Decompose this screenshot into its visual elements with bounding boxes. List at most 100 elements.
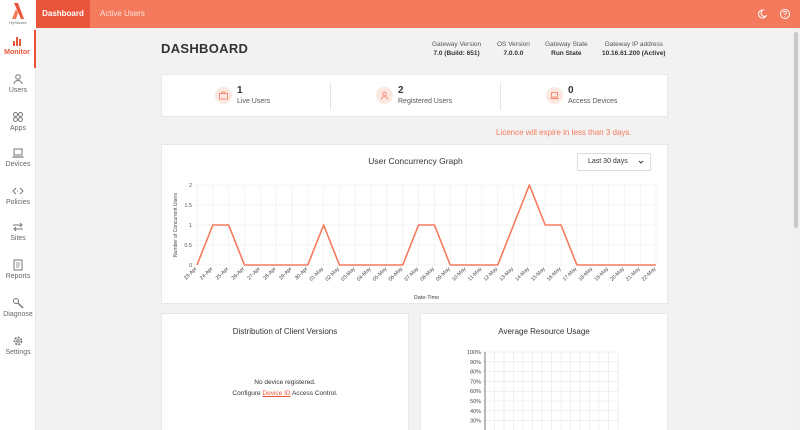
laptop-icon — [12, 148, 24, 158]
y-tick-label: 80% — [470, 370, 481, 376]
y-axis-label: Number of Concurrent Users — [173, 193, 179, 257]
y-tick-label: 1 — [189, 223, 192, 229]
gateway-version: Gateway Version 7.0 (Build: 651) — [432, 41, 481, 57]
stat-access-devices[interactable]: 0 Access Devices — [546, 84, 706, 110]
tab-dashboard[interactable]: Dashboard — [36, 0, 90, 28]
stat-live-users[interactable]: 1 Live Users — [215, 84, 375, 110]
sidebar-item-label: Monitor — [4, 49, 30, 56]
stat-registered-users[interactable]: 2 Registered Users — [376, 84, 536, 110]
swap-icon — [13, 222, 23, 232]
report-icon — [13, 259, 23, 271]
y-tick-label: 40% — [470, 409, 481, 415]
y-tick-label: 1.5 — [184, 203, 192, 209]
device-id-link[interactable]: Device ID — [262, 390, 291, 397]
x-tick-label: 04-May — [356, 266, 373, 283]
sidebar: HySecure Monitor Users Apps Devices Poli… — [0, 0, 36, 430]
stat-label: Live Users — [237, 98, 271, 105]
sidebar-item-apps[interactable]: Apps — [0, 106, 36, 144]
tab-active-users[interactable]: Active Users — [100, 9, 145, 18]
brand-logo[interactable]: HySecure — [0, 0, 36, 28]
brand-name: HySecure — [9, 20, 27, 25]
date-range-select[interactable]: Last 30 days — [577, 153, 651, 171]
sidebar-item-diagnose[interactable]: Diagnose — [0, 292, 36, 330]
sidebar-item-devices[interactable]: Devices — [0, 142, 36, 180]
x-tick-label: 26-Apr — [231, 266, 246, 281]
client-versions-title: Distribution of Client Versions — [232, 327, 338, 336]
x-tick-label: 17-May — [562, 266, 579, 283]
resource-usage-title: Average Resource Usage — [498, 327, 590, 336]
concurrency-graph-card: User Concurrency Graph Last 30 days 0 0.5… — [161, 144, 668, 304]
gateway-ip-label: Gateway IP address — [604, 41, 664, 48]
sidebar-item-policies[interactable]: Policies — [0, 180, 36, 218]
stat-value: 2 — [398, 85, 404, 96]
stats-card: 1 Live Users 2 Registered Users 0 Access… — [161, 74, 668, 117]
x-tick-label: 08-May — [419, 266, 436, 283]
x-tick-label: 22-May — [641, 266, 658, 283]
y-tick-label: 2 — [189, 183, 192, 189]
x-tick-label: 14-May — [514, 266, 531, 283]
x-tick-label: 07-May — [404, 266, 421, 283]
sidebar-item-sites[interactable]: Sites — [0, 216, 36, 254]
sidebar-item-reports[interactable]: Reports — [0, 254, 36, 292]
y-tick-label: 0 — [189, 263, 192, 269]
gateway-ip-value: 10.16.61.200 (Active) — [602, 50, 666, 57]
sidebar-item-label: Diagnose — [3, 311, 33, 318]
x-tick-label: 06-May — [388, 266, 405, 283]
x-axis-label: Date-Time — [414, 295, 439, 301]
gateway-version-value: 7.0 (Build: 651) — [433, 50, 480, 57]
page-scrollbar[interactable] — [792, 28, 800, 430]
divider — [500, 83, 501, 110]
resource-chart: 100% 90% 80% 70% 60% 50% 40% 30% — [467, 350, 619, 430]
y-tick-label: 90% — [470, 360, 481, 366]
scrollbar-thumb[interactable] — [794, 32, 798, 228]
user-icon — [13, 74, 23, 85]
no-device-message: No device registered. Configure Device I… — [162, 377, 408, 399]
x-tick-label: 24-Apr — [199, 266, 214, 281]
stat-label: Registered Users — [398, 98, 453, 105]
stat-value: 1 — [237, 85, 243, 96]
x-tick-label: 02-May — [324, 266, 341, 283]
moon-icon[interactable] — [755, 7, 769, 21]
y-tick-label: 70% — [470, 379, 481, 385]
sidebar-item-monitor[interactable]: Monitor — [0, 30, 36, 68]
x-tick-label: 01-May — [309, 266, 326, 283]
x-tick-label: 23-Apr — [183, 266, 198, 281]
chevron-down-icon — [638, 154, 644, 177]
stat-label: Access Devices — [568, 98, 618, 105]
hysecure-logo-icon — [12, 3, 24, 19]
gateway-state: Gateway State Run State — [545, 41, 588, 57]
stat-value: 0 — [568, 85, 574, 96]
y-tick-label: 100% — [467, 350, 481, 356]
sidebar-item-users[interactable]: Users — [0, 68, 36, 106]
x-tick-label: 21-May — [625, 266, 642, 283]
series-line — [196, 184, 656, 266]
divider — [330, 83, 331, 110]
sidebar-item-settings[interactable]: Settings — [0, 330, 36, 368]
y-tick-label: 0.5 — [184, 243, 192, 249]
x-tick-label: 10-May — [451, 266, 468, 283]
y-tick-label: 50% — [470, 399, 481, 405]
gateway-ip: Gateway IP address 10.16.61.200 (Active) — [602, 41, 666, 57]
sidebar-item-label: Devices — [5, 161, 31, 168]
x-tick-label: 19-May — [593, 266, 610, 283]
help-icon[interactable] — [778, 7, 792, 21]
sidebar-item-label: Reports — [5, 273, 31, 280]
x-tick-label: 28-Apr — [262, 266, 277, 281]
x-tick-label: 18-May — [578, 266, 595, 283]
x-tick-label: 03-May — [340, 266, 357, 283]
sidebar-item-label: Users — [8, 87, 28, 94]
apps-icon — [13, 112, 23, 122]
wrench-icon — [13, 298, 24, 309]
configure-text: Configure Device ID Access Control. — [162, 388, 408, 399]
client-versions-card: Distribution of Client Versions No devic… — [161, 313, 409, 430]
x-tick-label: 27-Apr — [246, 266, 261, 281]
bar-chart-icon — [13, 37, 21, 46]
user-icon — [376, 87, 393, 104]
gateway-version-label: Gateway Version — [432, 41, 482, 48]
x-tick-label: 12-May — [483, 266, 500, 283]
x-tick-label: 20-May — [609, 266, 626, 283]
configure-suffix: Access Control. — [290, 390, 338, 397]
sidebar-item-label: Settings — [5, 349, 31, 356]
os-version-value: 7.0.0.0 — [503, 50, 524, 57]
